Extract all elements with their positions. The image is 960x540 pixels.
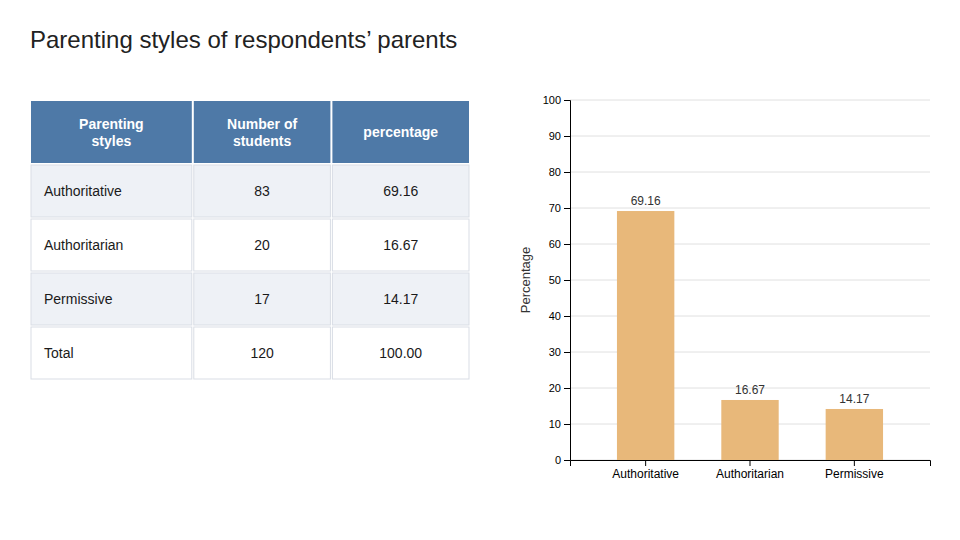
y-tick-mark <box>564 352 570 353</box>
table-cell-text: Permissive <box>44 291 113 307</box>
y-tick: 80 <box>549 166 570 178</box>
grid-line <box>570 208 930 209</box>
grid-line <box>570 100 930 101</box>
y-tick: 30 <box>549 346 570 358</box>
bar <box>826 409 883 460</box>
bars <box>617 211 883 460</box>
table-cell <box>194 327 331 379</box>
y-axis-title: Percentage <box>518 247 533 314</box>
y-tick-label: 100 <box>543 94 561 106</box>
bar <box>617 211 674 460</box>
y-tick-mark <box>564 316 570 317</box>
x-axis: Authoritative Authoritarian Permissive <box>571 460 931 481</box>
table-cell-text: 69.16 <box>383 183 418 199</box>
y-axis: 0 10 20 30 40 50 60 70 80 90 100 <box>543 94 571 466</box>
grid <box>570 100 930 460</box>
table-cell <box>31 165 192 217</box>
table-cell-text: 17 <box>254 291 270 307</box>
table-cell-text: Total <box>44 345 74 361</box>
table-cell-text: 83 <box>254 183 270 199</box>
y-tick: 60 <box>549 238 570 250</box>
table-cell-text: 120 <box>250 345 274 361</box>
y-tick-label: 40 <box>549 310 561 322</box>
y-tick-label: 60 <box>549 238 561 250</box>
slide: Parenting styles of respondents’ parents… <box>0 0 960 540</box>
x-axis-line <box>571 461 931 467</box>
table-cell <box>332 165 469 217</box>
data-label: 69.16 <box>631 194 661 208</box>
table-header: Number ofstudents <box>227 116 297 149</box>
y-tick-mark <box>564 388 570 389</box>
x-tick-mark <box>645 460 646 466</box>
table-cell <box>194 273 331 325</box>
y-tick: 0 <box>555 454 570 466</box>
x-tick-label: Permissive <box>825 467 884 481</box>
y-tick: 90 <box>549 130 570 142</box>
table-cell-text: 14.17 <box>383 291 418 307</box>
x-tick: Authoritarian <box>716 460 784 481</box>
table-cell <box>332 327 469 379</box>
y-tick-label: 0 <box>555 454 561 466</box>
table-cell-text: Authoritarian <box>44 237 123 253</box>
x-tick-mark <box>750 460 751 466</box>
y-tick: 40 <box>549 310 570 322</box>
y-tick-label: 10 <box>549 418 561 430</box>
table-cell <box>31 273 192 325</box>
y-tick: 20 <box>549 382 570 394</box>
y-tick-mark <box>564 460 570 461</box>
y-tick-mark <box>564 100 570 101</box>
data-label: 14.17 <box>839 392 869 406</box>
table-cell-text: Authoritative <box>44 183 122 199</box>
table: Parentingstyles Number ofstudents percenta… <box>31 101 469 379</box>
x-tick: Permissive <box>825 460 884 481</box>
y-tick-label: 30 <box>549 346 561 358</box>
grid-line <box>570 172 930 173</box>
table-cell-text: 20 <box>254 237 270 253</box>
y-tick-mark <box>564 244 570 245</box>
table-header-cell <box>31 101 192 163</box>
table-cell <box>332 273 469 325</box>
y-tick-mark <box>564 280 570 281</box>
y-tick-label: 50 <box>549 274 561 286</box>
y-tick-label: 20 <box>549 382 561 394</box>
y-tick: 50 <box>549 274 570 286</box>
x-tick-label: Authoritative <box>612 467 679 481</box>
table-header-cell <box>194 101 331 163</box>
table-header-cell <box>332 101 469 163</box>
table-cell <box>194 219 331 271</box>
title: Parenting styles of respondents’ parents <box>30 26 457 53</box>
table-cell <box>332 219 469 271</box>
x-tick-mark <box>854 460 855 466</box>
bar-chart: 0102030405060708090100AuthoritativeAutho… <box>518 94 931 481</box>
table-header: Parentingstyles <box>79 116 144 149</box>
y-tick-mark <box>564 208 570 209</box>
y-tick-label: 90 <box>549 130 561 142</box>
x-tick-label: Authoritarian <box>716 467 784 481</box>
grid-line <box>570 136 930 137</box>
y-tick-mark <box>564 172 570 173</box>
y-tick: 100 <box>543 94 570 106</box>
table-cell <box>31 219 192 271</box>
y-tick: 10 <box>549 418 570 430</box>
y-tick: 70 <box>549 202 570 214</box>
table-cell-text: 100.00 <box>379 345 422 361</box>
y-tick-mark <box>564 424 570 425</box>
y-tick-label: 70 <box>549 202 561 214</box>
data-labels: 69.16 16.67 14.17 <box>631 194 870 406</box>
x-tick: Authoritative <box>612 460 679 481</box>
table-cell-text: 16.67 <box>383 237 418 253</box>
data-label: 16.67 <box>735 383 765 397</box>
table-cell <box>194 165 331 217</box>
y-axis-line <box>564 101 571 461</box>
y-tick-mark <box>564 136 570 137</box>
table-header: percentage <box>363 124 438 140</box>
y-tick-label: 80 <box>549 166 561 178</box>
bar <box>721 400 778 460</box>
table-cell <box>31 327 192 379</box>
